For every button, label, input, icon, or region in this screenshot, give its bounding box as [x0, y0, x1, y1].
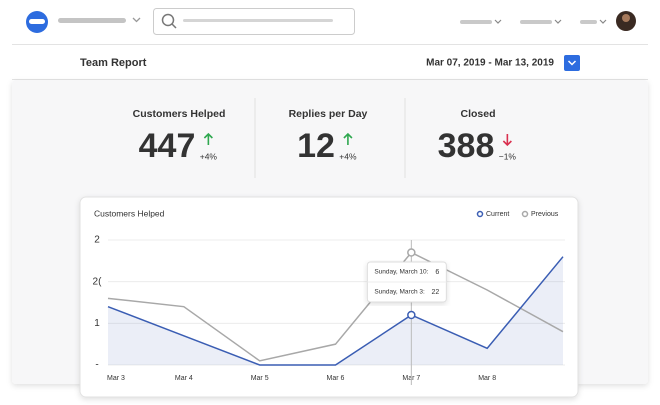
- y-tick-label: -: [95, 360, 98, 371]
- x-tick-label: Mar 8: [478, 375, 496, 382]
- chevron: [599, 19, 607, 24]
- search-icon: [171, 23, 177, 29]
- y-tick-label: 1: [94, 318, 100, 329]
- date-dropdown[interactable]: [564, 55, 580, 71]
- menu-placeholder[interactable]: [580, 20, 597, 24]
- tooltip-value: 6: [435, 269, 439, 276]
- avatar-face: [622, 14, 630, 22]
- search-placeholder: [183, 19, 333, 22]
- search-icon: [161, 13, 175, 27]
- stat-value: 12: [297, 127, 335, 165]
- stat-change: +4%: [200, 151, 218, 161]
- legend-label: Previous: [531, 211, 559, 218]
- x-tick-label: Mar 4: [175, 375, 193, 382]
- chevron: [132, 17, 141, 23]
- workspace-placeholder[interactable]: [58, 18, 126, 23]
- stat-change: +4%: [339, 151, 357, 161]
- chevron: [494, 19, 502, 24]
- menu-placeholder[interactable]: [460, 20, 492, 24]
- x-tick-label: Mar 6: [327, 375, 345, 382]
- menu-placeholder[interactable]: [520, 20, 552, 24]
- area: [108, 256, 563, 365]
- hover-marker: [407, 310, 416, 320]
- line-series: [107, 256, 564, 366]
- chevron: [554, 19, 562, 24]
- logo-mask: [29, 19, 45, 24]
- chevron: [567, 60, 577, 66]
- stat-label: Customers Helped: [133, 108, 226, 120]
- chart-title: Customers Helped: [94, 208, 165, 218]
- legend-label: Current: [486, 211, 509, 218]
- trend-arrow: [203, 132, 213, 145]
- y-tick-label: 2: [94, 235, 100, 246]
- legend-marker: [521, 210, 529, 218]
- y-tick-label: 2(: [93, 276, 103, 287]
- stat-value: 447: [139, 127, 196, 165]
- trend-arrow: [502, 134, 512, 147]
- tooltip-value: 22: [432, 289, 440, 296]
- x-tick-label: Mar 5: [251, 375, 269, 382]
- stat-label: Closed: [460, 108, 495, 120]
- hover-marker: [407, 248, 416, 257]
- date-range: Mar 07, 2019 - Mar 13, 2019: [426, 58, 554, 69]
- report-title: Team Report: [80, 57, 147, 69]
- line-series: [107, 251, 564, 362]
- chart-card: [79, 196, 579, 398]
- trend-arrow: [343, 132, 353, 145]
- legend-marker: [476, 210, 484, 218]
- stat-change: −1%: [499, 151, 517, 161]
- stat-label: Replies per Day: [289, 108, 368, 120]
- tooltip-label: Sunday, March 10:: [374, 269, 428, 276]
- stat-value: 388: [438, 127, 495, 165]
- tooltip-label: Sunday, March 3:: [374, 289, 425, 296]
- x-tick-label: Mar 3: [107, 375, 125, 382]
